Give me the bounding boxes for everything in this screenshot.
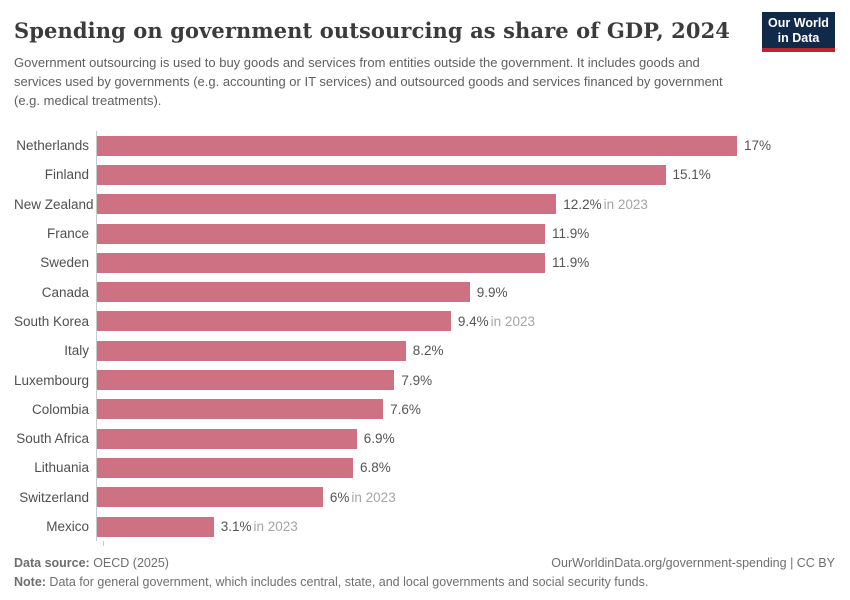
- value-label: 7.6%: [390, 401, 421, 417]
- value-label: 6.8%: [360, 460, 391, 476]
- data-source: Data source: OECD (2025): [14, 556, 169, 570]
- bar-track: 7.9%: [96, 365, 835, 395]
- bar-track: 11.9%: [96, 218, 835, 249]
- chart-row: Sweden 11.9%: [14, 248, 835, 278]
- value-note: in 2023: [490, 313, 535, 329]
- header: Spending on government outsourcing as sh…: [14, 12, 835, 110]
- bar-track: 9.9%: [96, 277, 835, 307]
- bar[interactable]: [97, 135, 737, 156]
- country-label: Mexico: [46, 519, 89, 534]
- bar[interactable]: [97, 428, 357, 449]
- value-label: 6.9%: [363, 431, 395, 447]
- owid-logo-line2: in Data: [777, 31, 820, 45]
- footer-row-source: Data source: OECD (2025) OurWorldinData.…: [14, 556, 835, 570]
- bar[interactable]: [97, 252, 545, 273]
- bar[interactable]: [97, 311, 451, 332]
- value-note: in 2023: [603, 196, 648, 212]
- country-label: Colombia: [31, 401, 89, 417]
- value-label: 15.1%: [672, 167, 711, 183]
- value-label: 12.2%: [563, 196, 602, 212]
- country-label: New Zealand: [14, 196, 94, 212]
- bar[interactable]: [97, 487, 323, 508]
- bar[interactable]: [97, 223, 545, 244]
- note-label: Note:: [14, 575, 46, 590]
- chart-row: Lithuania 6.8%: [14, 453, 835, 483]
- country-label: Switzerland: [19, 489, 89, 505]
- bar-track: 9.4% in 2023: [96, 306, 835, 337]
- owid-logo[interactable]: Our World in Data: [762, 12, 835, 52]
- country-label: Sweden: [40, 255, 89, 271]
- chart-row: Canada 9.9%: [14, 277, 835, 307]
- bar-track: 3.1% in 2023: [96, 511, 835, 542]
- bar[interactable]: [97, 282, 470, 303]
- value-label: 3.1%: [220, 519, 252, 534]
- bar[interactable]: [97, 399, 384, 420]
- bar[interactable]: [97, 340, 406, 361]
- country-label: South Korea: [14, 313, 90, 329]
- bar[interactable]: [97, 164, 666, 185]
- value-label: 7.9%: [401, 372, 433, 388]
- value-label: 9.4%: [457, 313, 489, 329]
- footer: Data source: OECD (2025) OurWorldinData.…: [14, 556, 835, 589]
- value-note: in 2023: [253, 519, 298, 534]
- bar-track: 8.2%: [96, 336, 835, 366]
- chart-row: France 11.9%: [14, 218, 835, 249]
- country-label: Canada: [41, 284, 89, 300]
- chart-row: Italy 8.2%: [14, 336, 835, 366]
- country-label: Luxembourg: [14, 372, 90, 388]
- chart-row: Colombia 7.6%: [14, 394, 835, 424]
- owid-url-link[interactable]: OurWorldinData.org/government-spending |…: [551, 556, 835, 571]
- value-label: 6%: [329, 489, 350, 505]
- header-text: Spending on government outsourcing as sh…: [14, 12, 749, 110]
- bar-chart: Netherlands 17% Finland 15.1% New Zealan…: [14, 131, 835, 542]
- bar-track: 6.9%: [96, 423, 835, 454]
- country-label: France: [46, 226, 89, 242]
- value-label: 11.9%: [552, 255, 590, 271]
- owid-logo-line1: Our World: [768, 16, 829, 30]
- chart-row: South Korea 9.4% in 2023: [14, 306, 835, 337]
- bar-track: 6.8%: [96, 453, 835, 483]
- data-source-label: Data source:: [14, 556, 90, 571]
- country-label: Netherlands: [16, 138, 89, 154]
- chart-row: New Zealand 12.2% in 2023: [14, 189, 835, 219]
- chart-row: Finland 15.1%: [14, 160, 835, 190]
- bar-track: 7.6%: [96, 394, 835, 424]
- country-label: Finland: [44, 167, 89, 183]
- value-note: in 2023: [351, 489, 396, 505]
- value-label: 8.2%: [412, 343, 444, 359]
- bar-track: 6% in 2023: [96, 482, 835, 512]
- bar[interactable]: [97, 194, 557, 215]
- value-label: 11.9%: [552, 226, 590, 242]
- axis-line-tail: [103, 541, 835, 547]
- chart-row: Mexico 3.1% in 2023: [14, 511, 835, 542]
- chart-row: Luxembourg 7.9%: [14, 365, 835, 395]
- value-label: 9.9%: [476, 284, 508, 300]
- bar[interactable]: [97, 370, 395, 391]
- bar-track: 17%: [96, 131, 835, 161]
- footer-row-note: Note: Data for general government, which…: [14, 575, 835, 589]
- chart-title: Spending on government outsourcing as sh…: [14, 18, 731, 43]
- bar-track: 12.2% in 2023: [96, 189, 835, 219]
- chart-row: Netherlands 17%: [14, 131, 835, 161]
- country-label: Italy: [64, 343, 89, 359]
- bar-track: 15.1%: [96, 160, 835, 190]
- bar-track: 11.9%: [96, 248, 835, 278]
- chart-row: Switzerland 6% in 2023: [14, 482, 835, 512]
- chart-subtitle: Government outsourcing is used to buy go…: [14, 55, 723, 108]
- country-label: Lithuania: [34, 460, 89, 476]
- value-label: 17%: [744, 138, 772, 154]
- bar[interactable]: [97, 457, 353, 478]
- chart-row: South Africa 6.9%: [14, 423, 835, 454]
- data-source-value: OECD (2025): [89, 556, 169, 571]
- country-label: South Africa: [16, 431, 89, 447]
- note-value: Data for general government, which inclu…: [45, 575, 649, 590]
- bar[interactable]: [97, 516, 214, 537]
